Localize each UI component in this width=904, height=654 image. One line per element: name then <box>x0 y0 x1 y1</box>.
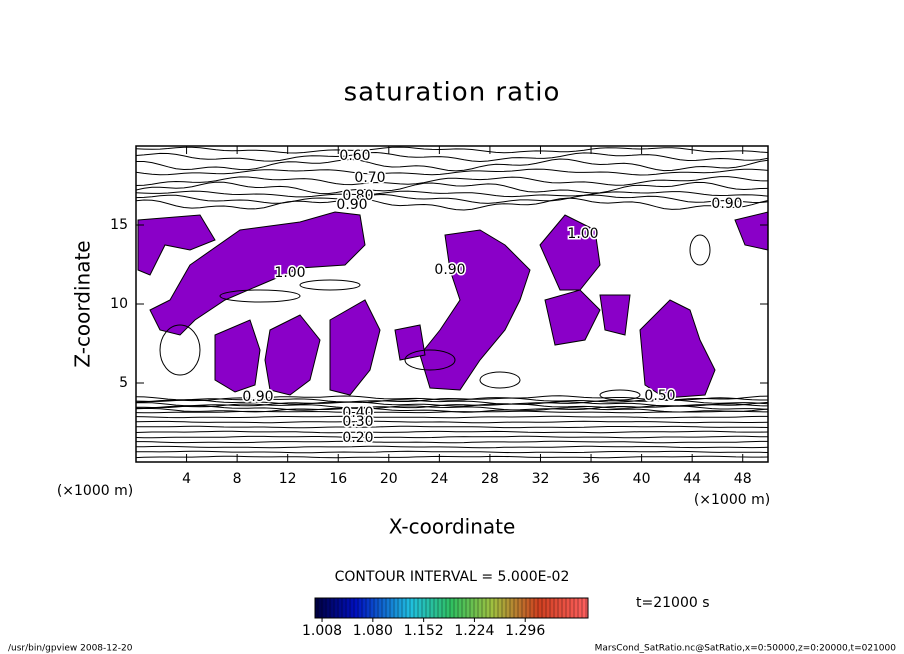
contour-line <box>136 168 768 176</box>
contour-line <box>136 445 768 449</box>
contour-line <box>599 389 641 401</box>
x-tick-label: 16 <box>329 471 347 487</box>
contour-label: 0.20 <box>342 430 373 446</box>
supersaturated-region <box>137 211 768 399</box>
contour-label: 0.60 <box>339 148 370 164</box>
contour-label: 0.90 <box>242 389 273 405</box>
contour-interval: CONTOUR INTERVAL = 5.000E-02 <box>335 569 570 585</box>
x-tick-label: 4 <box>182 471 191 487</box>
x-tick-label: 20 <box>380 471 398 487</box>
contour-line <box>404 349 456 371</box>
contour-line <box>136 190 768 198</box>
contour-line <box>136 158 768 172</box>
contour-line <box>136 420 768 424</box>
plot-area <box>136 146 768 459</box>
contour-line <box>299 279 361 291</box>
contour-line <box>136 440 768 444</box>
contour-line <box>136 405 768 411</box>
time-label: t=21000 s <box>636 595 710 611</box>
contour-line <box>136 193 768 204</box>
chart-title: saturation ratio <box>344 78 561 108</box>
contour-line <box>479 371 521 389</box>
y-tick-label: 10 <box>110 296 128 312</box>
contour-line <box>136 415 768 419</box>
x-tick-label: 48 <box>734 471 752 487</box>
colorbar-body <box>314 597 589 619</box>
contour-label: 0.80 <box>342 188 373 204</box>
contour-labels: 0.600.700.800.90 0.901.001.00 0.900.90 0.50… <box>241 147 744 448</box>
contour-line <box>136 197 768 211</box>
y-tick-label: 5 <box>119 375 128 391</box>
contour-line <box>136 455 768 459</box>
contour-label: 0.90 <box>711 196 742 212</box>
contour-line <box>136 176 768 186</box>
y-axis-title: Z-coordinate <box>71 240 95 367</box>
x-tick-label: 44 <box>683 471 701 487</box>
contour-line <box>136 146 768 154</box>
contour-line <box>136 397 768 403</box>
y-tick-label: 15 <box>110 217 128 233</box>
contour-line <box>136 151 768 163</box>
contour-line <box>136 450 768 454</box>
contour-line <box>689 234 711 266</box>
contour-line <box>136 430 768 434</box>
footer-left: /usr/bin/gpview 2008-12-20 <box>8 644 133 654</box>
contour-label: 1.00 <box>567 226 598 242</box>
contour-line <box>159 324 201 376</box>
contour-label: 0.70 <box>354 170 385 186</box>
colorbar: 1.008 1.080 1.152 1.224 1.296 <box>302 597 589 639</box>
contour-line <box>136 435 768 439</box>
colorbar-tick-label: 1.296 <box>505 623 545 639</box>
contour-line <box>136 410 768 414</box>
footer-right: MarsCond_SatRatio.nc@SatRatio,x=0:50000,… <box>595 644 897 654</box>
contour-label: 0.90 <box>336 197 367 213</box>
colorbar-tick-label: 1.080 <box>353 623 393 639</box>
contour-label: 0.40 <box>342 405 373 421</box>
x-tick-label: 32 <box>532 471 550 487</box>
x-tick-label: 40 <box>633 471 651 487</box>
contour-lines <box>136 146 768 459</box>
x-tick-label: 12 <box>279 471 297 487</box>
contour-line <box>136 403 768 409</box>
contour-label: 0.30 <box>342 414 373 430</box>
contour-label: 1.00 <box>274 265 305 281</box>
x-tick-label: 8 <box>233 471 242 487</box>
y-unit: (×1000 m) <box>57 483 133 499</box>
colorbar-tick-label: 1.152 <box>404 623 444 639</box>
contour-line <box>136 425 768 429</box>
colorbar-tick-label: 1.224 <box>454 623 494 639</box>
colorbar-tick-label: 1.008 <box>302 623 342 639</box>
x-tick-label: 28 <box>481 471 499 487</box>
contour-label: 0.90 <box>434 262 465 278</box>
x-tick-label: 24 <box>430 471 448 487</box>
x-tick-label: 36 <box>582 471 600 487</box>
contour-line <box>136 399 768 405</box>
x-axis-title: X-coordinate <box>389 515 516 539</box>
x-unit: (×1000 m) <box>694 492 770 508</box>
contour-line <box>136 181 768 195</box>
contour-label: 0.50 <box>644 388 675 404</box>
contour-line <box>219 289 301 303</box>
